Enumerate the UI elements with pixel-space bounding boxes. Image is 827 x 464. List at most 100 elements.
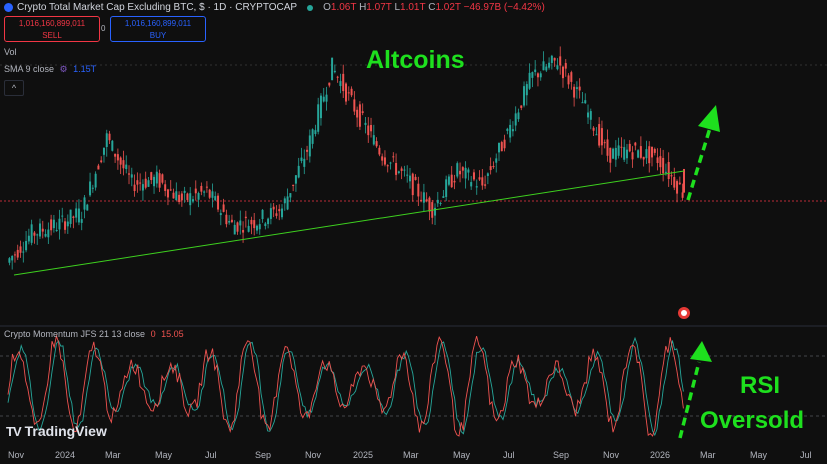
candle-body [94, 173, 97, 188]
candle-body [339, 81, 342, 87]
oscillator-name: Crypto Momentum JFS 21 13 close [4, 329, 146, 339]
candle-body [16, 249, 19, 258]
candle-body [645, 149, 648, 159]
candle-body [623, 147, 626, 160]
tradingview-icon: TV [6, 423, 22, 439]
candle-body [578, 86, 581, 91]
candle-body [653, 149, 656, 153]
candle-body [361, 111, 364, 113]
rsi-annotation: RSI [740, 372, 781, 399]
ohlc-low: 1.01T [400, 2, 426, 13]
settings-icon[interactable]: ⚙ [59, 64, 68, 74]
candle-body [567, 75, 570, 85]
oscillator-slow-line [7, 336, 684, 437]
candle-body [116, 154, 119, 161]
candle-body [58, 218, 61, 230]
candle-body [100, 160, 103, 163]
candle-body [155, 171, 158, 184]
candle-body [397, 171, 400, 173]
candle-body [247, 225, 250, 232]
candle-body [328, 82, 331, 86]
candle-body [628, 143, 631, 152]
sma-indicator-label[interactable]: SMA 9 close ⚙ 1.15T [4, 64, 96, 75]
candle-body [400, 168, 403, 171]
x-tick-label: Jul [503, 450, 515, 460]
candle-body [119, 157, 122, 165]
candle-body [164, 184, 167, 191]
x-tick-label: Jul [800, 450, 812, 460]
candle-body [350, 88, 353, 96]
candle-body [80, 219, 83, 223]
candle-body [461, 167, 464, 171]
buy-button[interactable]: 1,016,160,899,011 BUY [110, 16, 206, 42]
candle-body [294, 175, 297, 184]
candle-body [370, 125, 373, 132]
candle-body [345, 83, 347, 102]
candle-body [506, 128, 509, 131]
candle-body [308, 135, 311, 157]
candle-body [83, 197, 86, 210]
x-tick-label: Nov [8, 450, 25, 460]
volume-indicator-label[interactable]: Vol [4, 47, 17, 57]
candle-body [269, 208, 272, 219]
buy-label: BUY [149, 31, 167, 40]
candle-body [378, 147, 381, 155]
candle-body [517, 112, 520, 120]
candle-body [467, 169, 470, 173]
candle-body [570, 72, 573, 82]
x-tick-label: May [750, 450, 768, 460]
candle-body [30, 224, 33, 243]
candle-body [639, 146, 642, 158]
sell-price: 1,016,160,899,011 [18, 19, 86, 28]
candle-body [389, 162, 392, 164]
sell-button[interactable]: 1,016,160,899,011 SELL [4, 16, 100, 42]
chevron-up-icon: ^ [11, 83, 17, 93]
candle-body [61, 215, 64, 217]
candle-body [86, 204, 89, 211]
candle-body [417, 183, 420, 197]
candle-body [442, 196, 445, 198]
candle-body [600, 128, 603, 146]
candle-body [267, 218, 270, 225]
candle-body [484, 184, 487, 186]
candle-body [139, 182, 142, 184]
buy-price: 1,016,160,899,011 [124, 19, 192, 28]
candle-body [228, 221, 231, 223]
candle-body [130, 174, 133, 178]
candle-body [255, 225, 258, 231]
symbol-title[interactable]: Crypto Total Market Cap Excluding BTC, $… [17, 2, 298, 13]
candle-body [481, 177, 484, 186]
tradingview-logo[interactable]: TV TradingView [6, 423, 107, 439]
candle-body [651, 146, 654, 158]
candle-body [470, 182, 473, 187]
candle-body [584, 100, 587, 104]
candle-body [375, 141, 378, 147]
oscillator-label[interactable]: Crypto Momentum JFS 21 13 close 0 15.05 [4, 329, 184, 339]
x-tick-label: 2024 [55, 450, 76, 460]
candle-body [141, 184, 144, 191]
collapse-legend-button[interactable]: ^ [4, 80, 24, 96]
candle-body [503, 139, 506, 149]
candle-body [242, 229, 245, 233]
ohlc-close: 1.02T [435, 2, 461, 13]
candle-body [617, 145, 620, 156]
candle-body [414, 176, 417, 181]
candle-body [598, 124, 601, 146]
candle-body [191, 199, 194, 202]
candle-body [539, 73, 542, 78]
candle-body [634, 142, 637, 146]
candle-body [609, 147, 612, 163]
x-tick-label: 2025 [353, 450, 374, 460]
candle-body [509, 124, 512, 138]
candle-body [89, 181, 92, 196]
candle-body [428, 197, 431, 212]
oscillator-value-1: 0 [150, 329, 156, 339]
candle-body [236, 222, 239, 232]
candle-body [358, 104, 361, 127]
candle-body [587, 112, 590, 118]
candle-body [542, 61, 545, 71]
candle-body [166, 189, 169, 198]
candle-body [550, 55, 553, 63]
